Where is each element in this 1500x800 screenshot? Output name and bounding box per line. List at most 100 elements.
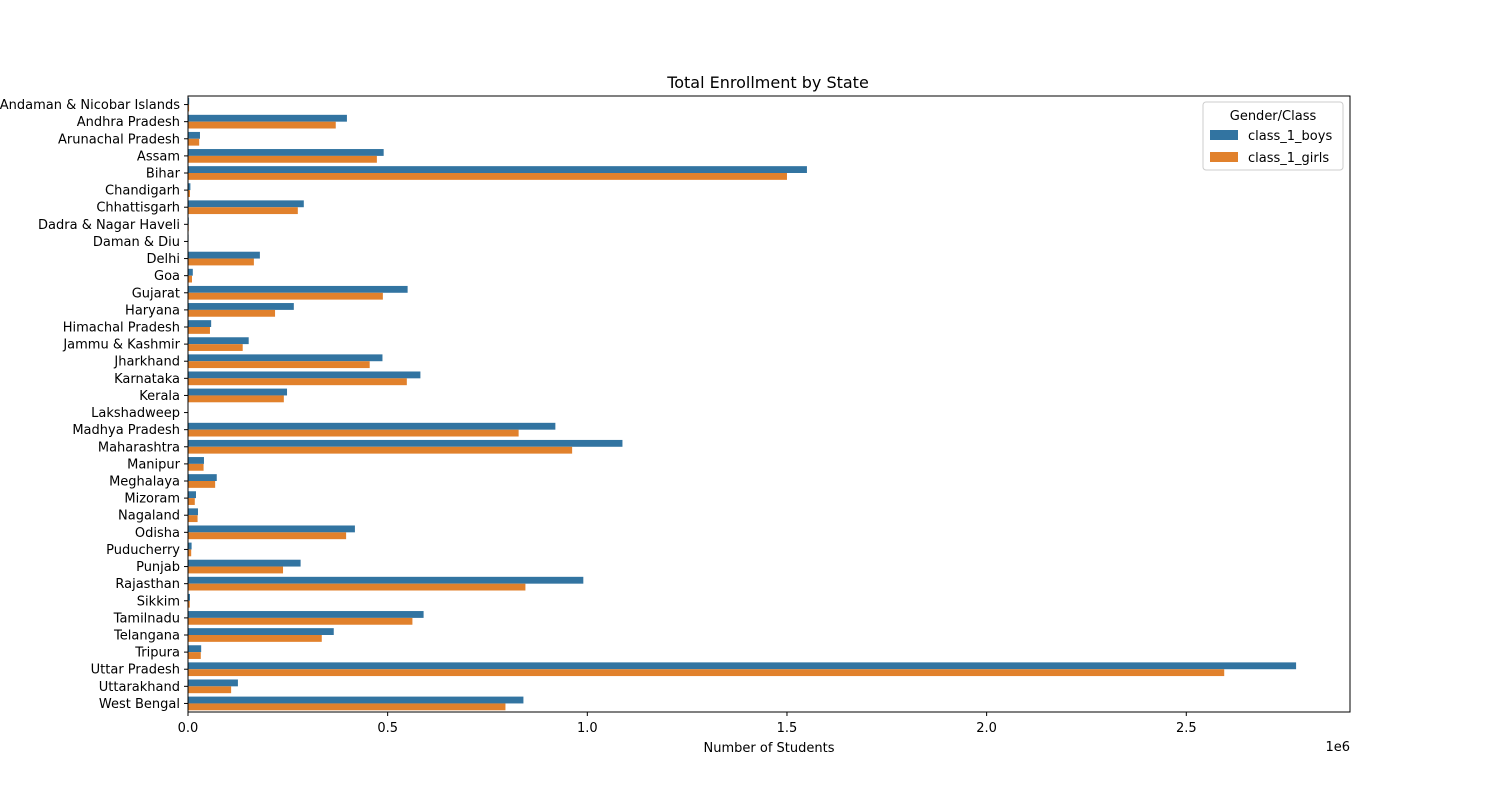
y-tick-label-madhya-pradesh: Madhya Pradesh <box>72 423 180 438</box>
bar-class-1-girls-uttar-pradesh <box>188 669 1225 677</box>
y-tick-label-delhi: Delhi <box>147 252 180 267</box>
bar-class-1-boys-puducherry <box>188 542 192 550</box>
y-tick-label-west-bengal: West Bengal <box>99 697 180 712</box>
x-tick-label: 0.5 <box>377 721 398 736</box>
bar-class-1-boys-bihar <box>188 166 807 173</box>
y-tick-label-tripura: Tripura <box>134 646 180 661</box>
bar-class-1-girls-karnataka <box>188 378 407 386</box>
bar-class-1-boys-manipur <box>188 457 204 464</box>
bar-class-1-boys-maharashtra <box>188 439 623 447</box>
x-axis-label: Number of Students <box>704 741 835 756</box>
x-axis: 0.0 0.5 1.0 1.5 2.0 2.5 <box>178 712 1197 736</box>
y-tick-label-andhra-pradesh: Andhra Pradesh <box>77 115 180 130</box>
bar-class-1-boys-tamilnadu <box>188 611 424 618</box>
bar-class-1-boys-uttarakhand <box>188 679 238 687</box>
bar-class-1-girls-jammu-kashmir <box>188 344 243 351</box>
bar-class-1-boys-tripura <box>188 645 202 653</box>
y-tick-label-andaman-nicobar-islands: Andaman & Nicobar Islands <box>0 98 180 113</box>
bar-class-1-boys-telangana <box>188 628 334 635</box>
bar-class-1-boys-karnataka <box>188 371 421 379</box>
bar-class-1-boys-gujarat <box>188 285 408 293</box>
x-axis-scale-label: 1e6 <box>1325 740 1350 755</box>
y-tick-label-sikkim: Sikkim <box>137 594 180 609</box>
bar-class-1-girls-madhya-pradesh <box>188 429 519 437</box>
bar-class-1-girls-mizoram <box>188 498 195 505</box>
bar-class-1-boys-andhra-pradesh <box>188 114 347 122</box>
y-tick-label-rajasthan: Rajasthan <box>115 577 180 592</box>
bar-class-1-boys-andaman-nicobar-islands <box>188 97 190 105</box>
bar-class-1-girls-chandigarh <box>188 190 190 197</box>
y-tick-label-nagaland: Nagaland <box>118 509 180 524</box>
y-tick-label-jharkhand: Jharkhand <box>113 355 180 370</box>
bar-class-1-boys-haryana <box>188 303 294 310</box>
legend-items: class_1_boys class_1_girls <box>1210 129 1332 166</box>
legend-label-class-1-girls: class_1_girls <box>1248 151 1329 166</box>
bar-class-1-girls-tamilnadu <box>188 617 413 625</box>
bar-class-1-girls-bihar <box>188 173 787 180</box>
bar-class-1-boys-punjab <box>188 559 301 567</box>
bar-class-1-girls-chhattisgarh <box>188 207 298 215</box>
legend-swatch-class-1-girls <box>1210 152 1238 162</box>
bar-class-1-boys-west-bengal <box>188 696 524 704</box>
y-tick-label-jammu-kashmir: Jammu & Kashmir <box>62 338 180 353</box>
y-tick-label-uttarakhand: Uttarakhand <box>99 680 180 695</box>
bar-class-1-girls-uttarakhand <box>188 686 232 694</box>
bar-class-1-girls-andhra-pradesh <box>188 121 336 129</box>
x-tick-label: 2.5 <box>1176 721 1197 736</box>
bar-class-1-girls-haryana <box>188 309 276 317</box>
y-tick-label-maharashtra: Maharashtra <box>98 440 180 455</box>
bar-class-1-girls-punjab <box>188 566 284 574</box>
y-tick-label-punjab: Punjab <box>136 560 180 575</box>
y-tick-label-bihar: Bihar <box>146 167 181 182</box>
plot-frame <box>187 95 1351 713</box>
bar-class-1-girls-jharkhand <box>188 361 370 369</box>
y-tick-label-lakshadweep: Lakshadweep <box>91 406 180 421</box>
bar-class-1-girls-assam <box>188 155 377 163</box>
y-tick-label-daman-diu: Daman & Diu <box>93 235 180 250</box>
bar-class-1-girls-kerala <box>188 395 284 403</box>
bar-class-1-boys-mizoram <box>188 491 196 499</box>
bar-class-1-girls-manipur <box>188 463 204 471</box>
bar-class-1-girls-puducherry <box>188 549 192 557</box>
y-tick-label-chandigarh: Chandigarh <box>105 184 180 199</box>
bar-class-1-girls-arunachal-pradesh <box>188 138 200 146</box>
y-tick-label-telangana: Telangana <box>113 629 180 644</box>
bar-class-1-boys-odisha <box>188 525 355 533</box>
y-tick-label-tamilnadu: Tamilnadu <box>113 611 180 626</box>
x-tick-label: 0.0 <box>178 721 199 736</box>
bar-class-1-girls-andaman-nicobar-islands <box>188 104 190 112</box>
legend-label-class-1-boys: class_1_boys <box>1248 129 1332 144</box>
legend-swatch-class-1-boys <box>1210 130 1238 140</box>
bar-class-1-boys-nagaland <box>188 508 198 516</box>
legend-title: Gender/Class <box>1230 109 1317 124</box>
y-tick-label-arunachal-pradesh: Arunachal Pradesh <box>58 132 180 147</box>
y-tick-label-uttar-pradesh: Uttar Pradesh <box>91 663 180 678</box>
bar-class-1-girls-goa <box>188 275 192 283</box>
bar-class-1-girls-sikkim <box>188 600 190 608</box>
bar-class-1-girls-nagaland <box>188 515 198 523</box>
bar-class-1-boys-delhi <box>188 251 260 259</box>
bar-class-1-girls-maharashtra <box>188 446 573 454</box>
bar-class-1-boys-rajasthan <box>188 576 584 584</box>
bar-class-1-boys-chhattisgarh <box>188 200 304 208</box>
y-tick-label-gujarat: Gujarat <box>132 286 180 301</box>
bar-class-1-girls-himachal-pradesh <box>188 327 210 334</box>
x-tick-label: 1.5 <box>777 721 798 736</box>
bar-class-1-boys-sikkim <box>188 593 190 601</box>
bar-class-1-boys-arunachal-pradesh <box>188 131 200 139</box>
bar-class-1-girls-meghalaya <box>188 481 216 488</box>
bar-class-1-boys-chandigarh <box>188 183 191 191</box>
chart-title: Total Enrollment by State <box>666 73 869 92</box>
bar-class-1-boys-meghalaya <box>188 474 217 481</box>
bars-layer <box>188 97 1297 711</box>
y-tick-label-puducherry: Puducherry <box>106 543 180 558</box>
y-tick-label-mizoram: Mizoram <box>124 492 180 507</box>
y-tick-label-kerala: Kerala <box>139 389 180 404</box>
y-tick-label-dadra-nagar-haveli: Dadra & Nagar Haveli <box>38 218 180 233</box>
bar-class-1-girls-delhi <box>188 258 254 266</box>
y-tick-label-chhattisgarh: Chhattisgarh <box>96 201 180 216</box>
bar-class-1-boys-assam <box>188 149 384 156</box>
y-tick-label-himachal-pradesh: Himachal Pradesh <box>63 321 180 336</box>
bar-class-1-girls-telangana <box>188 635 322 642</box>
